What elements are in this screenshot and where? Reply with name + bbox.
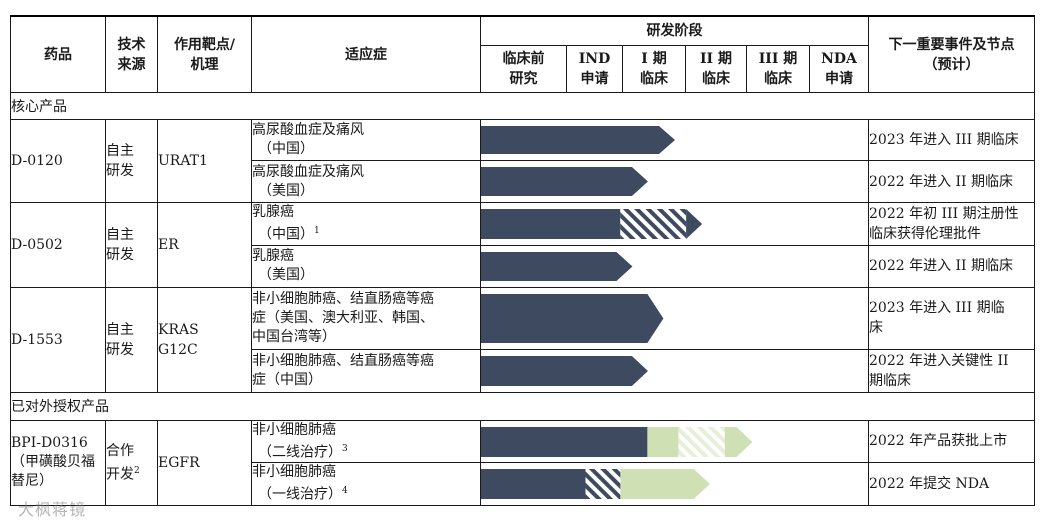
next-event: 2022 年进入 II 期临床 [868,160,1035,203]
tech-source: 自主 研发 [105,119,158,203]
tech-source: 自主 研发 [105,286,158,393]
dark-progress-segment [481,426,648,457]
tech-source: 自主 研发 [105,202,158,288]
drug-name: BPI-D0316 （甲磺酸贝福替尼） [10,419,106,506]
progress-bar [481,209,703,239]
header-target: 作用靶点/机理 [157,15,252,93]
hatched-progress-segment [620,209,687,239]
next-event: 2022 年产品获批上市 [868,419,1035,464]
progress-cell [480,160,869,203]
drug-target: URAT1 [157,119,252,203]
dark-progress-segment [481,293,664,343]
section-licensed-products: 已对外授权产品 [10,391,1035,421]
progress-cell [480,119,869,161]
drug-target: KRAS G12C [157,286,252,393]
next-event: 2022 年初 III 期注册性 临床获得伦理批件 [868,202,1035,246]
stage-phase2: II 期临床 [686,46,747,92]
next-event: 2022 年提交 NDA [868,462,1035,506]
drug-target: ER [157,202,252,288]
progress-bar [481,251,633,281]
next-event: 2022 年进入关键性 II 期临床 [868,348,1035,393]
progress-cell [480,286,869,350]
light-progress-segment [620,469,710,500]
indication: 非小细胞肺癌、结直肠癌等癌 症（中国） [251,348,481,393]
dark-progress-segment [481,167,648,196]
hatched-progress-segment [585,469,621,500]
dark-progress-segment [481,251,633,281]
dark-progress-segment [481,126,676,154]
header-tech-source: 技术 来源 [105,15,158,93]
indication: 非小细胞肺癌 （二线治疗）3 [251,419,481,464]
header-drug: 药品 [10,15,106,93]
progress-cell [480,244,869,288]
section-core-products: 核心产品 [10,92,1035,120]
arrow-tip [686,209,703,239]
indication: 非小细胞肺癌、结直肠癌等癌 症（美国、澳大利亚、韩国、 中国台湾等） [251,286,481,350]
indication: 乳腺癌 （中国）1 [251,202,481,246]
drug-name: D-1553 [10,286,106,393]
dark-progress-segment [481,469,586,500]
stage-nda: NDA 申请 [821,51,857,87]
tech-source: 合作 开发2 [105,419,158,506]
indication: 乳腺癌 （美国） [251,244,481,288]
progress-bar [481,293,664,343]
progress-cell [480,348,869,393]
dark-progress-segment [481,355,648,386]
progress-cell [480,419,869,464]
drug-target: EGFR [157,419,252,506]
header-indication: 适应症 [251,15,481,93]
progress-cell [480,462,869,506]
indication: 高尿酸血症及痛风 （美国） [251,160,481,203]
stage-ind: IND 申请 [567,46,623,92]
header-stage-group: 研发阶段 [480,15,869,46]
stage-phase3: III 期临床 [747,46,810,92]
indication: 高尿酸血症及痛风 （中国） [251,119,481,161]
drug-name: D-0120 [10,119,106,203]
stage-preclinical: 临床前 研究 [481,46,567,92]
next-event: 2022 年进入 II 期临床 [868,244,1035,288]
progress-bar [481,355,648,386]
drug-name: D-0502 [10,202,106,288]
watermark: 大枫蒋镜 [18,500,87,519]
stage-phase1: I 期临床 [623,46,686,92]
indication: 非小细胞肺癌 （一线治疗）4 [251,462,481,506]
pipeline-table: 药品 技术 来源 作用靶点/机理 适应症 研发阶段 下一重要事件及节点 （预计） 临… [10,15,1035,506]
hatched-progress-segment [678,426,725,457]
progress-bar [481,167,648,196]
next-event: 2023 年进入 III 期临床 [868,119,1035,161]
progress-cell [480,202,869,246]
progress-bar [481,126,676,154]
progress-bar [481,469,710,500]
drug-chemical-name: （甲磺酸贝福替尼） [11,454,95,490]
progress-bar [481,426,753,457]
header-stage-row: 临床前 研究 IND 申请 I 期临床 II 期临床 III 期临床 NDA 申请 [480,45,869,93]
dark-progress-segment [481,209,621,239]
header-next-event: 下一重要事件及节点 （预计） [868,15,1035,93]
next-event: 2023 年进入 III 期临床 [868,286,1035,350]
